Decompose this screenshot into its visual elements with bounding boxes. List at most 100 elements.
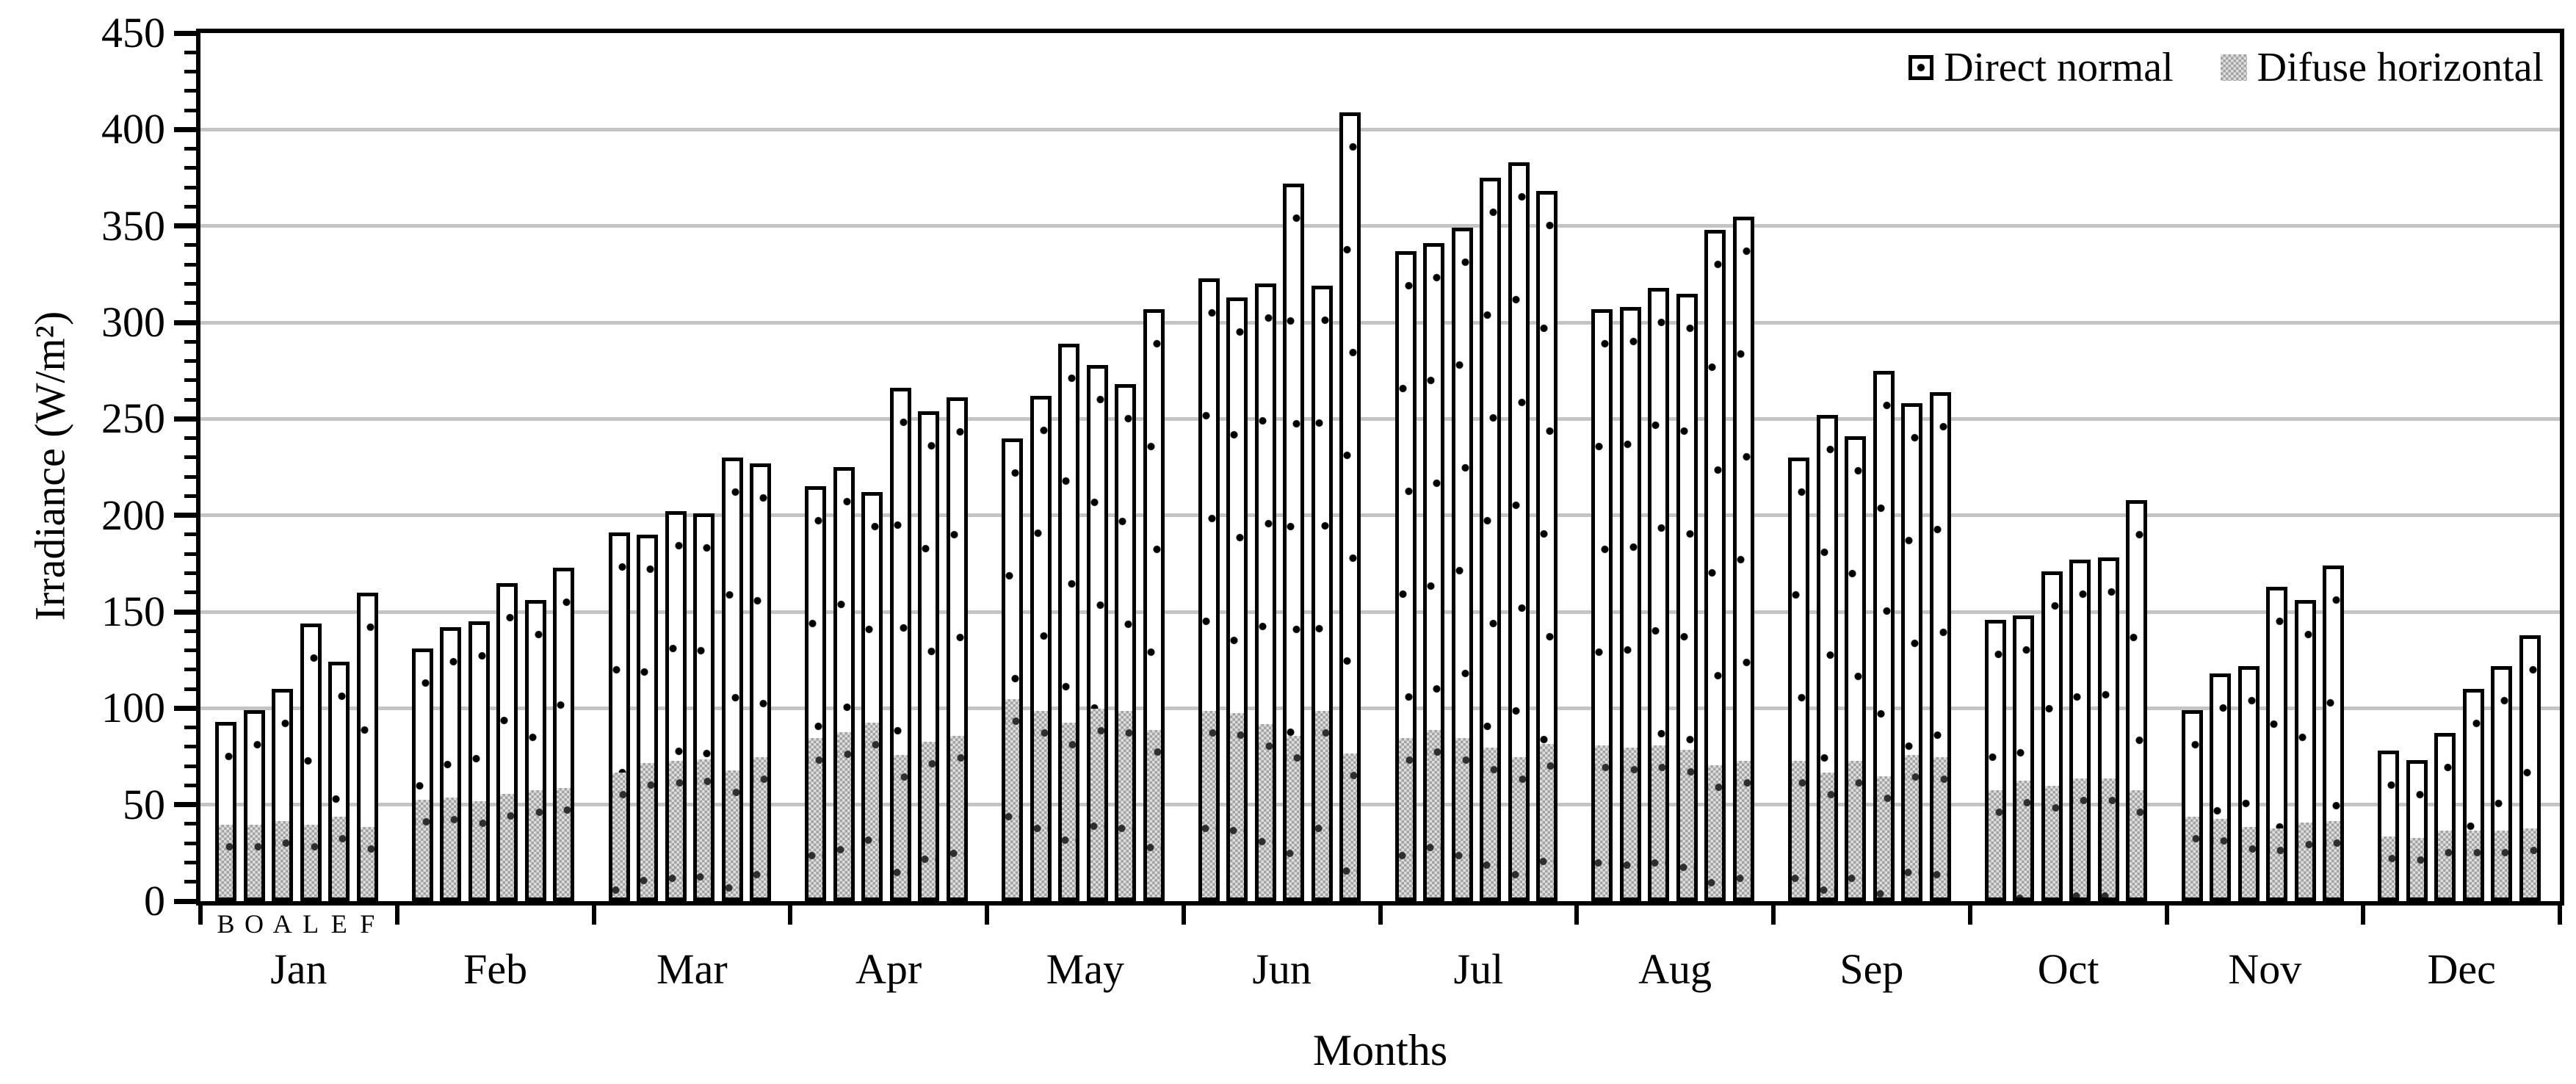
bar-direct-normal xyxy=(2181,709,2203,901)
bar-slot xyxy=(553,33,575,901)
bar-slot xyxy=(2041,33,2063,901)
bar-difuse-horizontal xyxy=(865,722,880,897)
bar-direct-normal xyxy=(2519,635,2541,901)
bar-difuse-horizontal xyxy=(1398,737,1413,897)
bar-difuse-horizontal xyxy=(1201,710,1216,897)
bar-slot xyxy=(2266,33,2288,901)
bar-difuse-horizontal xyxy=(949,736,964,897)
direct-normal-swatch-icon xyxy=(1909,55,1934,80)
bar-slot xyxy=(833,33,855,901)
y-axis-major-tick xyxy=(174,802,196,808)
bar-slot xyxy=(2181,33,2203,901)
gridline xyxy=(200,513,2560,518)
gridline xyxy=(200,127,2560,131)
bar-slot xyxy=(411,33,433,901)
bar-difuse-horizontal xyxy=(2101,778,2116,897)
bar-difuse-horizontal xyxy=(1623,747,1638,897)
station-letter-a: A xyxy=(272,909,292,939)
bar-direct-normal xyxy=(1648,287,1670,901)
y-axis-tick-label: 400 xyxy=(101,105,165,153)
y-axis-tick-label: 300 xyxy=(101,298,165,346)
bar-direct-normal xyxy=(1058,343,1080,901)
bar-slot xyxy=(2378,33,2400,901)
bar-direct-normal xyxy=(1226,297,1248,901)
bar-slot xyxy=(1283,33,1305,901)
bar-slot xyxy=(750,33,772,901)
bar-direct-normal xyxy=(2097,557,2119,901)
bar-direct-normal xyxy=(833,467,855,901)
bar-direct-normal xyxy=(2406,760,2428,901)
bar-difuse-horizontal xyxy=(2270,828,2284,897)
bar-direct-normal xyxy=(1254,283,1276,901)
bar-slot xyxy=(1339,33,1361,901)
bar-direct-normal xyxy=(1619,307,1641,901)
y-axis-major-tick xyxy=(174,513,196,518)
station-letter-l: L xyxy=(303,909,319,939)
plot-area xyxy=(196,29,2564,906)
y-axis-minor-tick xyxy=(184,668,196,672)
bar-slot xyxy=(2069,33,2091,901)
bar-difuse-horizontal xyxy=(1314,710,1329,897)
gridline xyxy=(200,224,2560,228)
bar-difuse-horizontal xyxy=(303,824,318,897)
bar-slot xyxy=(468,33,490,901)
y-axis-minor-tick xyxy=(184,50,196,54)
bar-direct-normal xyxy=(1816,415,1838,901)
bar-difuse-horizontal xyxy=(1792,761,1806,897)
bar-difuse-horizontal xyxy=(2409,838,2424,897)
bar-slot xyxy=(2210,33,2232,901)
bar-difuse-horizontal xyxy=(557,788,571,897)
bar-direct-normal xyxy=(637,534,659,901)
bar-slot xyxy=(1115,33,1137,901)
bar-slot xyxy=(300,33,322,901)
bar-slot xyxy=(1591,33,1613,901)
month-group-may xyxy=(987,33,1184,901)
y-axis-minor-tick xyxy=(184,552,196,556)
month-group-jun xyxy=(1184,33,1381,901)
month-group-dec xyxy=(2363,33,2560,901)
x-axis-tick xyxy=(394,906,399,925)
x-axis-tick xyxy=(1574,906,1580,925)
bar-slot xyxy=(1901,33,1923,901)
x-axis-tick xyxy=(788,906,793,925)
y-axis-minor-tick xyxy=(184,841,196,845)
y-axis-minor-tick xyxy=(184,262,196,267)
x-axis-tick xyxy=(985,906,989,925)
bar-difuse-horizontal xyxy=(1230,712,1245,897)
bar-direct-normal xyxy=(721,457,743,901)
bar-difuse-horizontal xyxy=(2381,836,2396,897)
bar-direct-normal xyxy=(2491,665,2513,901)
bar-direct-normal xyxy=(750,463,772,901)
y-axis-minor-tick xyxy=(184,764,196,768)
bar-direct-normal xyxy=(2266,586,2288,901)
bar-slot xyxy=(1002,33,1023,901)
bar-direct-normal xyxy=(356,592,378,901)
legend-label: Difuse horizontal xyxy=(2257,45,2544,90)
bar-slot xyxy=(1732,33,1754,901)
month-group-jan xyxy=(200,33,397,901)
bar-difuse-horizontal xyxy=(1005,699,1019,897)
y-axis-minor-tick xyxy=(184,532,196,537)
x-axis-tick xyxy=(1181,906,1186,925)
bar-direct-normal xyxy=(2210,673,2232,901)
bar-direct-normal xyxy=(215,721,236,901)
bar-direct-normal xyxy=(1030,395,1052,901)
gridline xyxy=(200,320,2560,325)
bar-direct-normal xyxy=(300,623,322,901)
y-axis-minor-tick xyxy=(184,89,196,93)
bar-slot xyxy=(1480,33,1502,901)
y-axis-minor-tick xyxy=(184,185,196,189)
y-axis-major-tick xyxy=(174,416,196,422)
bar-direct-normal xyxy=(1086,364,1108,901)
bar-difuse-horizontal xyxy=(247,824,261,897)
y-axis-major-tick xyxy=(174,126,196,132)
bar-difuse-horizontal xyxy=(893,755,908,897)
difuse-horizontal-swatch-icon xyxy=(2220,54,2247,81)
month-group-nov xyxy=(2167,33,2364,901)
bar-slot xyxy=(1254,33,1276,901)
bar-slot xyxy=(889,33,911,901)
bar-direct-normal xyxy=(2294,600,2316,901)
x-axis-tick xyxy=(198,906,203,925)
bar-direct-normal xyxy=(1394,250,1417,901)
bar-difuse-horizontal xyxy=(2438,830,2453,897)
